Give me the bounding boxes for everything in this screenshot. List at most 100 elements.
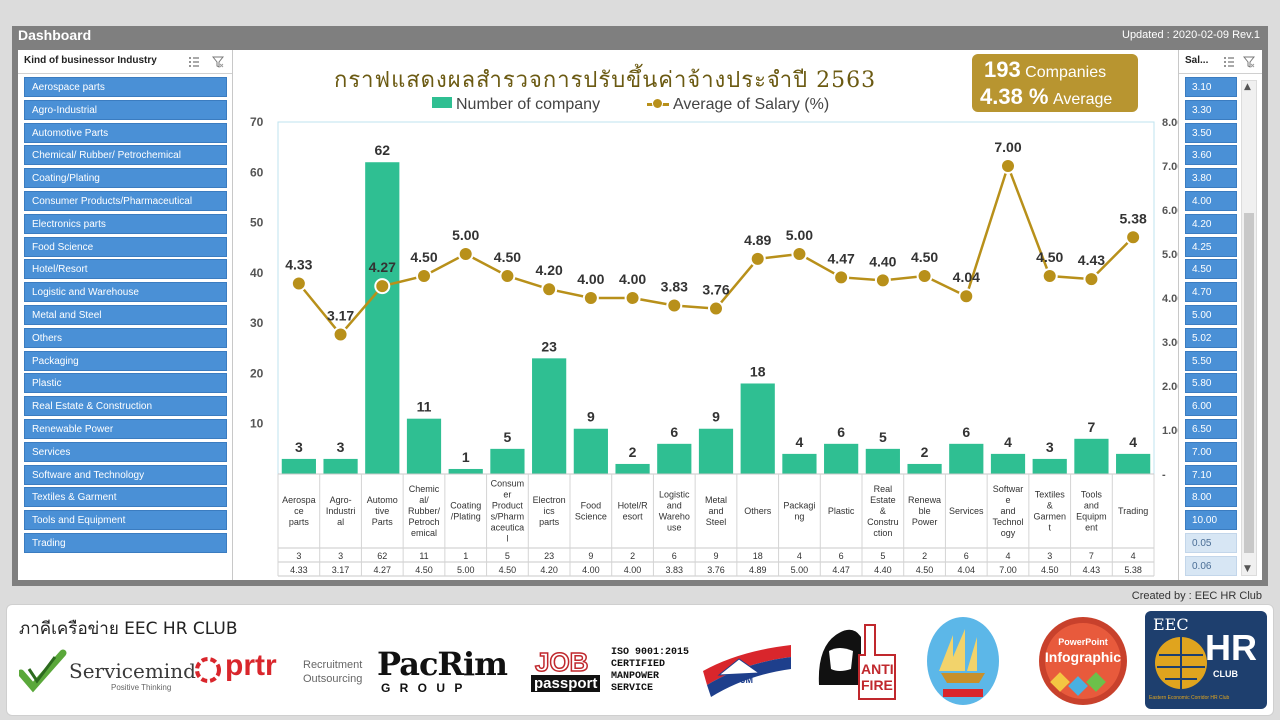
- bar-data-label: 7: [1088, 419, 1096, 435]
- dashboard-panel: Kind of businessor Industry Aerospace pa…: [12, 46, 1268, 586]
- salary-slicer-item[interactable]: 5.50: [1185, 350, 1237, 371]
- industry-slicer-item[interactable]: Coating/Plating: [24, 168, 227, 189]
- clear-filter-icon[interactable]: [1243, 56, 1255, 68]
- industry-slicer-item[interactable]: Food Science: [24, 236, 227, 257]
- industry-slicer-item[interactable]: Consumer Products/Pharmaceutical: [24, 191, 227, 211]
- industry-slicer-item[interactable]: Software and Technology: [24, 464, 227, 485]
- salary-slicer-item[interactable]: 3.50: [1185, 122, 1237, 143]
- y-right-tick-label: 1.00: [1162, 425, 1178, 437]
- salary-slicer-item[interactable]: 3.30: [1185, 99, 1237, 120]
- clear-filter-icon[interactable]: [212, 56, 224, 68]
- industry-slicer-item[interactable]: Chemical/ Rubber/ Petrochemical: [24, 145, 227, 166]
- table-salary-cell: 4.00: [624, 565, 642, 575]
- table-salary-cell: 5.00: [457, 565, 475, 575]
- salary-slicer-item[interactable]: 10.00: [1185, 510, 1237, 531]
- industry-slicer-item[interactable]: Automotive Parts: [24, 122, 227, 143]
- kpi-companies-label: Companies: [1025, 64, 1107, 81]
- industry-slicer-item[interactable]: Packaging: [24, 350, 227, 371]
- table-count-cell: 1: [463, 551, 468, 561]
- salary-slicer-item[interactable]: 4.70: [1185, 282, 1237, 303]
- salary-slicer-item[interactable]: 8.00: [1185, 487, 1237, 508]
- salary-slicer-item[interactable]: 3.60: [1185, 145, 1237, 166]
- industry-slicer-item[interactable]: Metal and Steel: [24, 305, 227, 325]
- industry-slicer-item[interactable]: Electronics parts: [24, 213, 227, 234]
- table-salary-cell: 4.33: [290, 565, 308, 575]
- multi-select-icon[interactable]: [188, 56, 200, 68]
- table-salary-cell: 4.43: [1083, 565, 1101, 575]
- salary-slicer-item[interactable]: 3.10: [1185, 77, 1237, 97]
- salary-slicer-item[interactable]: 5.80: [1185, 373, 1237, 394]
- bar: [824, 443, 859, 474]
- industry-slicer-item[interactable]: Aerospace parts: [24, 77, 227, 97]
- bar: [949, 443, 984, 474]
- line-point: [374, 278, 391, 295]
- line-data-label: 4.89: [744, 232, 771, 248]
- industry-slicer-item[interactable]: Plastic: [24, 373, 227, 394]
- salary-slicer-item[interactable]: 6.00: [1185, 396, 1237, 417]
- industry-slicer-item[interactable]: Agro-Industrial: [24, 99, 227, 120]
- salary-slicer-item-empty[interactable]: 0.05: [1185, 533, 1237, 553]
- updated-label: Updated : 2020-02-09 Rev.1: [1122, 29, 1260, 41]
- x-category-label: Plastic: [828, 506, 855, 516]
- salary-slicer-item[interactable]: 7.00: [1185, 441, 1237, 462]
- line-point: [833, 269, 850, 286]
- industry-slicer-item[interactable]: Trading: [24, 533, 227, 553]
- x-category-label: Others: [744, 506, 772, 516]
- kpi-companies-value: 193: [984, 57, 1021, 82]
- industry-slicer-item[interactable]: Others: [24, 327, 227, 348]
- industry-slicer-item[interactable]: Real Estate & Construction: [24, 396, 227, 417]
- prtr-sub2: Outsourcing: [303, 673, 363, 685]
- table-salary-cell: 4.27: [374, 565, 392, 575]
- table-salary-cell: 4.00: [582, 565, 600, 575]
- industry-slicer-item[interactable]: Hotel/Resort: [24, 259, 227, 280]
- bar: [532, 358, 567, 474]
- salary-slicer-item[interactable]: 6.50: [1185, 419, 1237, 439]
- industry-slicer-item[interactable]: Logistic and Warehouse: [24, 282, 227, 303]
- table-count-cell: 2: [630, 551, 635, 561]
- salary-slicer-item[interactable]: 3.80: [1185, 168, 1237, 189]
- line-data-label: 3.76: [702, 282, 729, 298]
- salary-slicer-item[interactable]: 5.00: [1185, 305, 1237, 325]
- salary-slicer-item[interactable]: 4.20: [1185, 213, 1237, 234]
- combo-chart: 10 20 30 40 50 60 70 - 1.00 2.00 3.00 4.00 5.00 6.00 7…: [250, 115, 1178, 577]
- table-salary-cell: 7.00: [999, 565, 1017, 575]
- bar-data-label: 6: [962, 424, 970, 440]
- line-point: [416, 268, 432, 284]
- scrollbar-thumb[interactable]: [1244, 213, 1254, 553]
- y-left-tick-label: 30: [250, 316, 264, 330]
- powerpoint-infographic-logo: PowerPoint Infographic: [1035, 615, 1131, 707]
- table-count-cell: 4: [797, 551, 802, 561]
- industry-slicer-item[interactable]: Renewable Power: [24, 419, 227, 439]
- chart-area: กราฟแสดงผลสำรวจการปรับขึ้นค่าจ้างประจำปี…: [234, 50, 1178, 580]
- x-category-label: Coating/Plating: [450, 501, 481, 522]
- anti-fire-logo: ANTI FIRE: [809, 615, 905, 701]
- multi-select-icon[interactable]: [1223, 56, 1235, 68]
- industry-slicer-item[interactable]: Services: [24, 441, 227, 462]
- table-count-cell: 9: [588, 551, 593, 561]
- y-left-tick-label: 70: [250, 115, 264, 129]
- salary-slicer-item[interactable]: 4.50: [1185, 259, 1237, 280]
- scroll-up-icon[interactable]: ▲: [1244, 82, 1251, 92]
- salary-slicer-scrollbar[interactable]: ▲ ▼: [1241, 80, 1257, 576]
- scroll-down-icon[interactable]: ▼: [1244, 564, 1251, 574]
- industry-slicer-item[interactable]: Tools and Equipment: [24, 510, 227, 531]
- table-count-cell: 4: [1005, 551, 1010, 561]
- servicemind-logo: Servicemind Positive Thinking: [19, 647, 196, 697]
- partner-footer: ภาคีเครือข่าย EEC HR CLUB Servicemind Po…: [6, 604, 1274, 716]
- prtr-logo: prtr Recruitment Outsourcing: [193, 649, 363, 695]
- bar: [573, 428, 608, 474]
- line-point: [708, 300, 724, 317]
- industry-slicer-item[interactable]: Textiles & Garment: [24, 487, 227, 508]
- salary-slicer-item[interactable]: 4.00: [1185, 191, 1237, 211]
- salary-slicer: Sal... 3.10 3.30 3.50 3.60 3.80 4.00 4.20 4.25 4…: [1178, 50, 1262, 580]
- salary-slicer-item[interactable]: 7.10: [1185, 464, 1237, 485]
- salary-slicer-item-empty[interactable]: 0.06: [1185, 555, 1237, 576]
- line-point: [290, 275, 307, 292]
- salary-slicer-item[interactable]: 5.02: [1185, 327, 1237, 348]
- table-salary-cell: 4.47: [832, 565, 850, 575]
- salary-slicer-item[interactable]: 4.25: [1185, 236, 1237, 257]
- line-point: [332, 326, 349, 343]
- y-right-tick-label: 4.00: [1162, 293, 1178, 305]
- x-category-label: Services: [949, 506, 984, 516]
- bar-data-label: 11: [417, 399, 432, 415]
